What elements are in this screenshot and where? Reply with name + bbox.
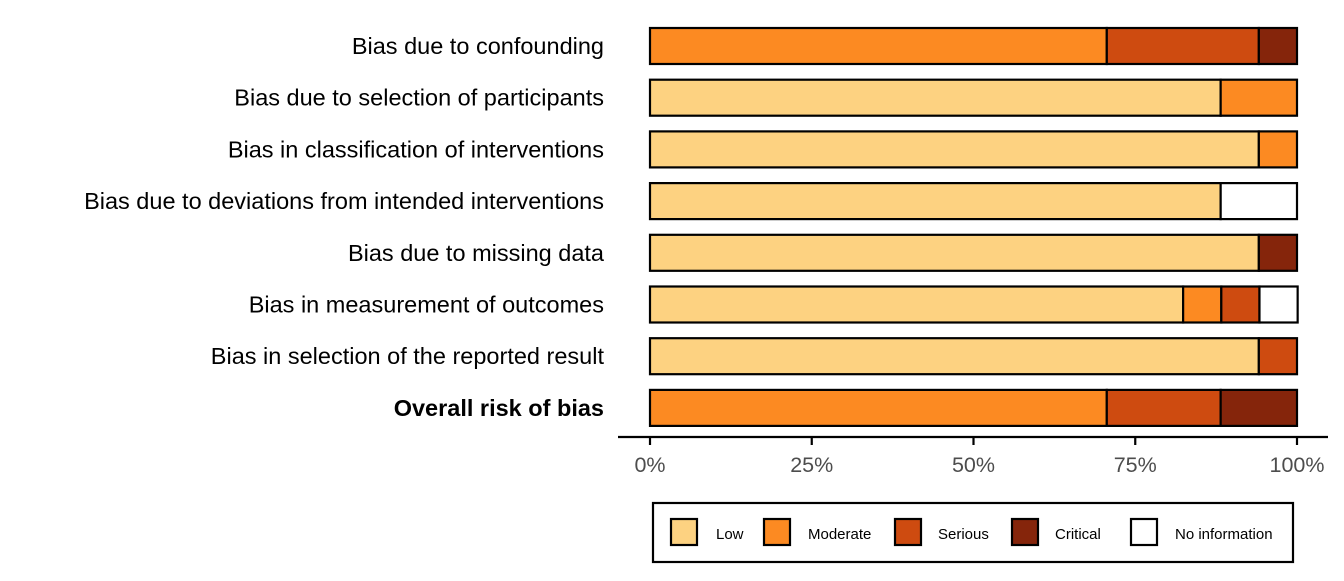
- x-axis-ticks: 0% 25% 50% 75% 100%: [634, 437, 1325, 477]
- bar-segment-low: [648, 233, 1260, 272]
- x-tick-label: 100%: [1270, 453, 1325, 477]
- y-tick-label: Bias in classification of interventions: [228, 136, 604, 162]
- legend-item: Critical: [1010, 517, 1101, 547]
- bar-segment-moderate: [1182, 285, 1223, 324]
- legend-label: Critical: [1055, 526, 1101, 543]
- bar-row: [648, 182, 1299, 221]
- bar-row: [648, 337, 1299, 376]
- legend-box: [651, 501, 1295, 564]
- y-tick-label: Bias in selection of the reported result: [211, 343, 605, 369]
- bar-row: [648, 388, 1299, 427]
- bar-segment-critical: [1257, 233, 1299, 272]
- bar-segment-moderate: [648, 388, 1108, 427]
- bar-segment-serious: [1105, 26, 1260, 66]
- x-tick-label: 25%: [790, 453, 833, 477]
- bar-row: [648, 130, 1299, 169]
- bar-segment-no-information: [1258, 285, 1299, 324]
- y-axis-labels: Bias due to confounding Bias due to selec…: [84, 33, 605, 421]
- bars-group: [648, 26, 1299, 427]
- y-tick-label: Overall risk of bias: [394, 395, 604, 421]
- legend-key: [669, 517, 699, 547]
- bar-row: [648, 285, 1299, 324]
- y-tick-label: Bias due to deviations from intended int…: [84, 188, 604, 214]
- legend-item: Low: [669, 517, 744, 547]
- bar-segment-serious: [1257, 337, 1299, 376]
- x-tick-label: 75%: [1114, 453, 1157, 477]
- bar-segment-moderate: [1257, 130, 1299, 169]
- legend-item: Moderate: [762, 517, 871, 547]
- legend-label: Serious: [938, 526, 989, 543]
- y-tick-label: Bias due to confounding: [352, 33, 604, 59]
- x-tick-label: 50%: [952, 453, 995, 477]
- bar-segment-critical: [1257, 26, 1299, 66]
- bar-segment-low: [648, 182, 1222, 221]
- legend-key: [893, 517, 923, 547]
- legend-key: [762, 517, 792, 547]
- bar-segment-critical: [1219, 388, 1299, 427]
- y-tick-label: Bias in measurement of outcomes: [249, 292, 604, 318]
- bar-segment-low: [648, 130, 1260, 169]
- legend-key: [1010, 517, 1040, 547]
- bar-segment-serious: [1105, 388, 1222, 427]
- legend: Low Moderate Serious Critical No information: [651, 501, 1295, 564]
- y-tick-label: Bias due to selection of participants: [234, 85, 604, 111]
- legend-key: [1129, 517, 1159, 547]
- y-tick-label: Bias due to missing data: [348, 240, 605, 266]
- bar-segment-no-information: [1219, 182, 1299, 221]
- legend-item: Serious: [893, 517, 989, 547]
- bar-segment-serious: [1220, 285, 1261, 324]
- bar-row: [648, 78, 1299, 117]
- bar-segment-moderate: [648, 26, 1108, 66]
- x-tick-label: 0%: [634, 453, 665, 477]
- bar-segment-moderate: [1219, 78, 1299, 117]
- bar-segment-low: [648, 337, 1260, 376]
- bar-row: [648, 233, 1299, 272]
- legend-label: No information: [1175, 526, 1273, 543]
- legend-label: Moderate: [808, 526, 871, 543]
- bar-segment-low: [648, 285, 1185, 324]
- legend-item: No information: [1129, 517, 1273, 547]
- bar-segment-low: [648, 78, 1222, 117]
- legend-label: Low: [716, 526, 744, 543]
- bar-row: [648, 26, 1299, 66]
